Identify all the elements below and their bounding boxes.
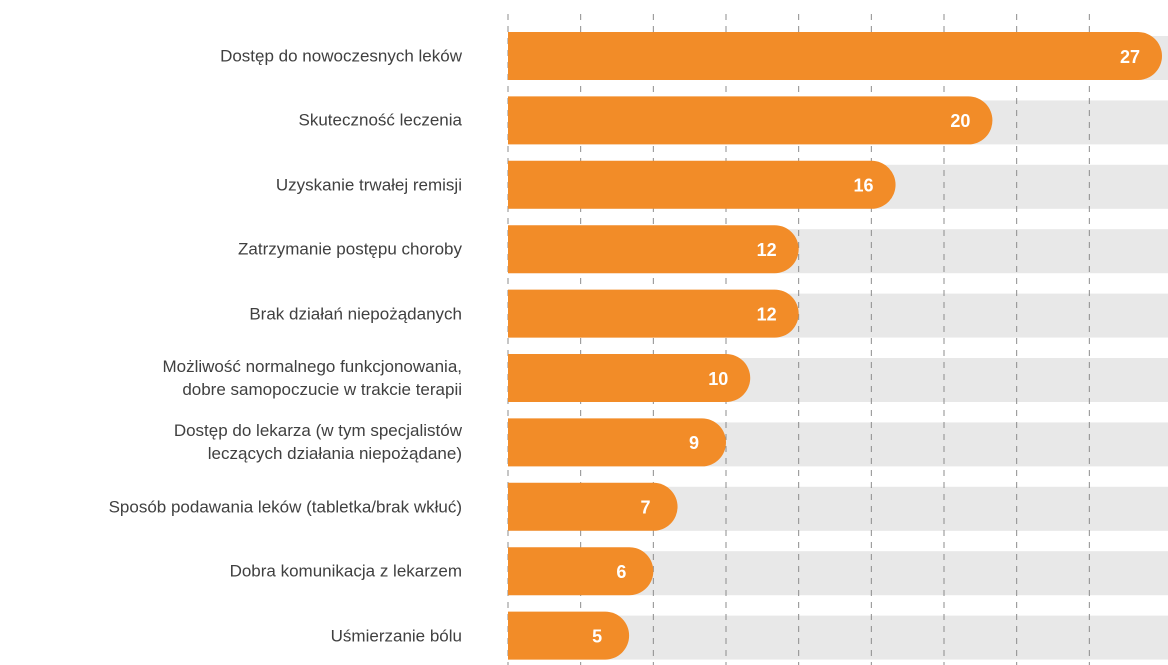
bar: [508, 96, 993, 145]
category-label: Skuteczność leczenia: [298, 110, 462, 130]
bar: [508, 289, 799, 338]
bar: [508, 611, 630, 660]
bar: [508, 160, 896, 209]
value-label: 6: [616, 562, 626, 582]
value-label: 10: [708, 369, 728, 389]
bar: [508, 225, 799, 274]
bar: [508, 418, 726, 467]
category-label: Możliwość normalnego funkcjonowania, dob…: [162, 357, 462, 399]
value-label: 27: [1120, 47, 1140, 67]
category-label: Zatrzymanie postępu choroby: [238, 239, 462, 259]
bar: [508, 482, 678, 531]
bar: [508, 32, 1162, 80]
category-label: Dostęp do nowoczesnych leków: [220, 46, 462, 66]
bar: [508, 547, 654, 596]
value-label: 7: [641, 498, 651, 518]
category-label: Sposób podawania leków (tabletka/brak wk…: [108, 497, 462, 517]
bar: [508, 354, 751, 402]
value-label: 12: [757, 304, 777, 324]
value-label: 12: [757, 240, 777, 260]
category-label: Uzyskanie trwałej remisji: [275, 175, 462, 195]
value-label: 9: [689, 433, 699, 453]
category-label: Dostęp do lekarza (w tym specjalistów le…: [173, 421, 462, 464]
category-label: Uśmierzanie bólu: [330, 626, 462, 646]
value-label: 5: [592, 626, 602, 646]
category-label: Brak działań niepożądanych: [249, 304, 462, 324]
value-label: 16: [854, 176, 874, 196]
category-label: Dobra komunikacja z lekarzem: [229, 561, 462, 581]
value-label: 20: [950, 111, 970, 131]
